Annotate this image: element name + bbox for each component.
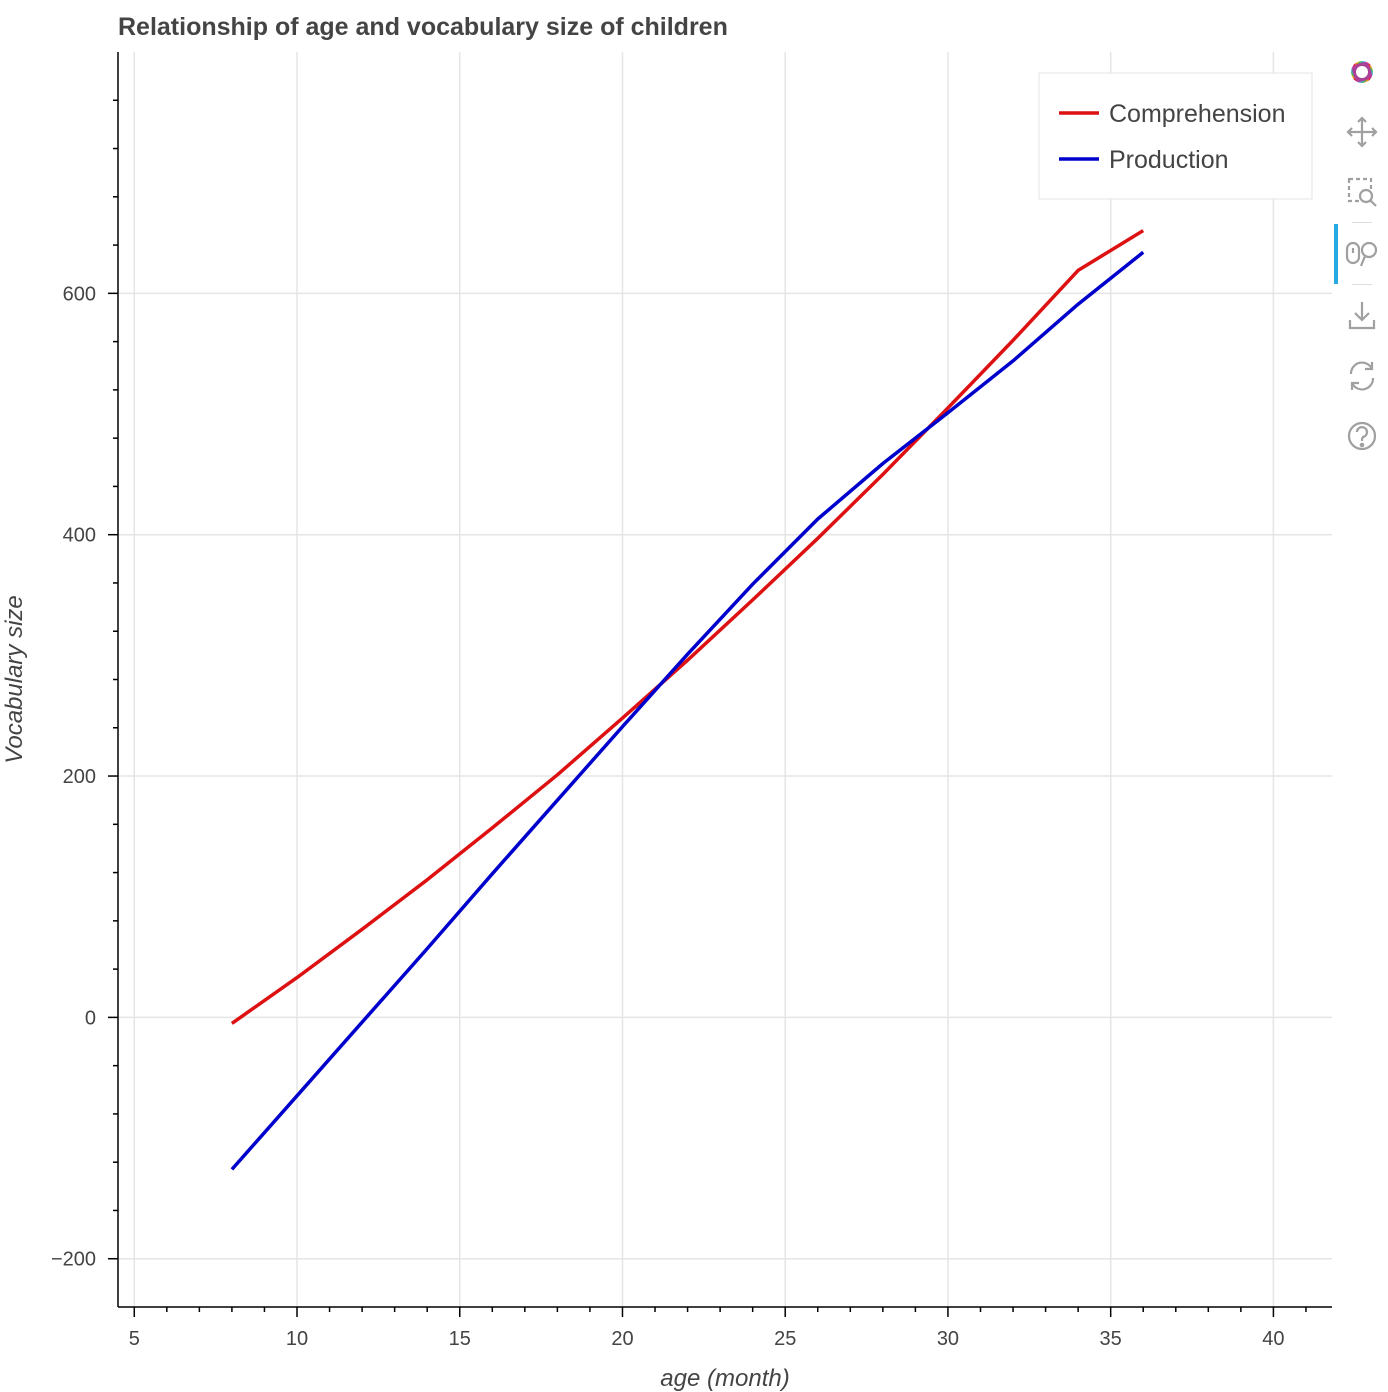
legend[interactable]: Comprehension Production	[1038, 72, 1313, 200]
x-axis-label: age (month)	[660, 1365, 789, 1392]
series-layer	[230, 229, 1145, 1171]
y-axis-label: Vocabulary size	[1, 595, 28, 764]
bokeh-logo-icon[interactable]	[1342, 52, 1382, 92]
y-tick-label: 200	[63, 766, 96, 788]
toolbar	[1334, 50, 1388, 470]
x-tick-label: 10	[286, 1328, 308, 1350]
y-tick-label: −200	[51, 1249, 96, 1271]
y-tick-label: 400	[63, 525, 96, 547]
help-icon[interactable]	[1342, 416, 1382, 456]
x-tick-label: 35	[1100, 1328, 1122, 1350]
legend-box	[1038, 72, 1313, 200]
x-tick-label: 5	[129, 1328, 140, 1350]
legend-label-production: Production	[1109, 146, 1229, 174]
chart-title: Relationship of age and vocabulary size …	[118, 13, 728, 41]
legend-label-comprehension: Comprehension	[1109, 100, 1286, 128]
axes: 5 10 15 20 25 30 35 40 −200 0 200 400 600	[51, 52, 1332, 1350]
wheel-zoom-icon[interactable]	[1342, 234, 1382, 274]
x-tick-label: 40	[1262, 1328, 1284, 1350]
grid-lines	[118, 52, 1332, 1307]
y-tick-label: 0	[85, 1007, 96, 1029]
save-icon[interactable]	[1342, 296, 1382, 336]
series-line-comprehension[interactable]	[230, 229, 1145, 1025]
x-tick-label: 25	[774, 1328, 796, 1350]
x-tick-label: 20	[611, 1328, 633, 1350]
series-line-production[interactable]	[230, 250, 1145, 1171]
active-tool-indicator	[1334, 224, 1338, 284]
chart[interactable]: 5 10 15 20 25 30 35 40 −200 0 200 400 600 age (month…	[0, 0, 1334, 1392]
x-tick-label: 15	[449, 1328, 471, 1350]
x-tick-label: 30	[937, 1328, 959, 1350]
pan-icon[interactable]	[1342, 112, 1382, 152]
y-tick-label: 600	[63, 283, 96, 305]
box-zoom-icon[interactable]	[1342, 172, 1382, 212]
reset-icon[interactable]	[1342, 356, 1382, 396]
